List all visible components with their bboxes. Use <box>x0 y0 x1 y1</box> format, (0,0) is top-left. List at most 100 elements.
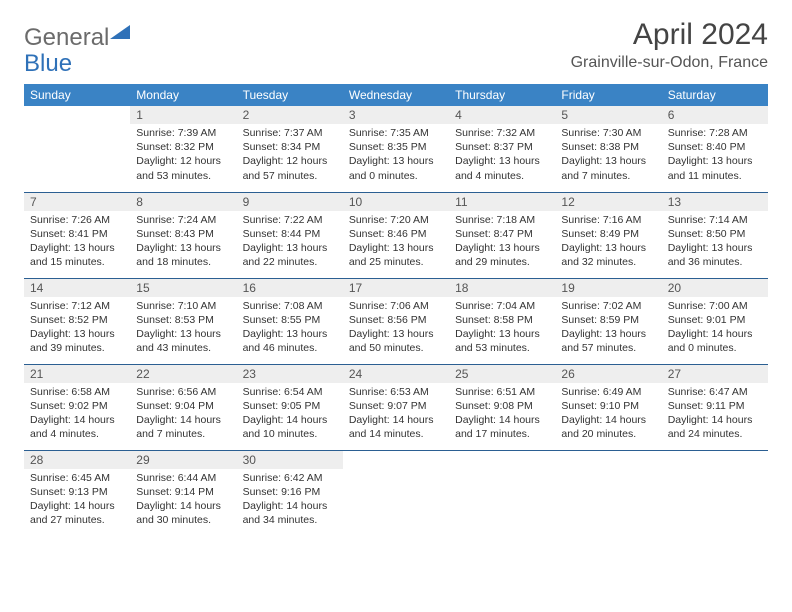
day-number: 12 <box>555 193 661 211</box>
day-details: Sunrise: 6:53 AMSunset: 9:07 PMDaylight:… <box>343 383 449 446</box>
page-title: April 2024 <box>571 18 768 52</box>
day-details: Sunrise: 7:04 AMSunset: 8:58 PMDaylight:… <box>449 297 555 360</box>
calendar-cell <box>662 450 768 536</box>
day-number: 21 <box>24 365 130 383</box>
calendar-cell: 28Sunrise: 6:45 AMSunset: 9:13 PMDayligh… <box>24 450 130 536</box>
day-number: 5 <box>555 106 661 124</box>
day-details: Sunrise: 7:22 AMSunset: 8:44 PMDaylight:… <box>237 211 343 274</box>
day-number: 13 <box>662 193 768 211</box>
day-number: 11 <box>449 193 555 211</box>
calendar-cell <box>24 106 130 192</box>
header: GeneralBlue April 2024 Grainville-sur-Od… <box>24 18 768 78</box>
col-header: Monday <box>130 84 236 106</box>
day-details: Sunrise: 7:12 AMSunset: 8:52 PMDaylight:… <box>24 297 130 360</box>
calendar-cell: 5Sunrise: 7:30 AMSunset: 8:38 PMDaylight… <box>555 106 661 192</box>
col-header: Tuesday <box>237 84 343 106</box>
day-number: 18 <box>449 279 555 297</box>
logo-text-blue: Blue <box>24 50 72 78</box>
calendar-cell: 27Sunrise: 6:47 AMSunset: 9:11 PMDayligh… <box>662 364 768 450</box>
day-number: 26 <box>555 365 661 383</box>
calendar-cell: 1Sunrise: 7:39 AMSunset: 8:32 PMDaylight… <box>130 106 236 192</box>
day-number: 20 <box>662 279 768 297</box>
day-details: Sunrise: 7:24 AMSunset: 8:43 PMDaylight:… <box>130 211 236 274</box>
day-number: 4 <box>449 106 555 124</box>
day-details: Sunrise: 7:26 AMSunset: 8:41 PMDaylight:… <box>24 211 130 274</box>
calendar-cell: 24Sunrise: 6:53 AMSunset: 9:07 PMDayligh… <box>343 364 449 450</box>
day-details: Sunrise: 7:32 AMSunset: 8:37 PMDaylight:… <box>449 124 555 187</box>
calendar-cell: 26Sunrise: 6:49 AMSunset: 9:10 PMDayligh… <box>555 364 661 450</box>
title-block: April 2024 Grainville-sur-Odon, France <box>571 18 768 72</box>
day-details: Sunrise: 7:18 AMSunset: 8:47 PMDaylight:… <box>449 211 555 274</box>
day-number: 16 <box>237 279 343 297</box>
calendar-cell: 30Sunrise: 6:42 AMSunset: 9:16 PMDayligh… <box>237 450 343 536</box>
day-number: 8 <box>130 193 236 211</box>
day-details: Sunrise: 7:20 AMSunset: 8:46 PMDaylight:… <box>343 211 449 274</box>
day-details: Sunrise: 6:44 AMSunset: 9:14 PMDaylight:… <box>130 469 236 532</box>
day-details: Sunrise: 7:28 AMSunset: 8:40 PMDaylight:… <box>662 124 768 187</box>
day-details: Sunrise: 6:54 AMSunset: 9:05 PMDaylight:… <box>237 383 343 446</box>
day-number: 9 <box>237 193 343 211</box>
calendar-cell: 18Sunrise: 7:04 AMSunset: 8:58 PMDayligh… <box>449 278 555 364</box>
calendar-cell: 15Sunrise: 7:10 AMSunset: 8:53 PMDayligh… <box>130 278 236 364</box>
calendar-cell: 17Sunrise: 7:06 AMSunset: 8:56 PMDayligh… <box>343 278 449 364</box>
day-details: Sunrise: 7:35 AMSunset: 8:35 PMDaylight:… <box>343 124 449 187</box>
day-details: Sunrise: 6:42 AMSunset: 9:16 PMDaylight:… <box>237 469 343 532</box>
calendar-cell: 22Sunrise: 6:56 AMSunset: 9:04 PMDayligh… <box>130 364 236 450</box>
calendar-cell: 11Sunrise: 7:18 AMSunset: 8:47 PMDayligh… <box>449 192 555 278</box>
col-header: Wednesday <box>343 84 449 106</box>
day-number: 27 <box>662 365 768 383</box>
day-details: Sunrise: 7:10 AMSunset: 8:53 PMDaylight:… <box>130 297 236 360</box>
calendar-cell: 8Sunrise: 7:24 AMSunset: 8:43 PMDaylight… <box>130 192 236 278</box>
day-number: 25 <box>449 365 555 383</box>
day-number: 24 <box>343 365 449 383</box>
day-details: Sunrise: 7:08 AMSunset: 8:55 PMDaylight:… <box>237 297 343 360</box>
day-number: 1 <box>130 106 236 124</box>
col-header: Saturday <box>662 84 768 106</box>
calendar-cell: 23Sunrise: 6:54 AMSunset: 9:05 PMDayligh… <box>237 364 343 450</box>
calendar-table: SundayMondayTuesdayWednesdayThursdayFrid… <box>24 84 768 536</box>
day-details: Sunrise: 7:02 AMSunset: 8:59 PMDaylight:… <box>555 297 661 360</box>
calendar-cell: 10Sunrise: 7:20 AMSunset: 8:46 PMDayligh… <box>343 192 449 278</box>
day-number: 19 <box>555 279 661 297</box>
day-number: 22 <box>130 365 236 383</box>
day-details: Sunrise: 7:06 AMSunset: 8:56 PMDaylight:… <box>343 297 449 360</box>
day-number: 15 <box>130 279 236 297</box>
logo-text-general: General <box>24 24 109 52</box>
calendar-cell: 21Sunrise: 6:58 AMSunset: 9:02 PMDayligh… <box>24 364 130 450</box>
day-number: 3 <box>343 106 449 124</box>
calendar-cell: 2Sunrise: 7:37 AMSunset: 8:34 PMDaylight… <box>237 106 343 192</box>
calendar-cell: 13Sunrise: 7:14 AMSunset: 8:50 PMDayligh… <box>662 192 768 278</box>
calendar-head: SundayMondayTuesdayWednesdayThursdayFrid… <box>24 84 768 106</box>
day-details: Sunrise: 7:39 AMSunset: 8:32 PMDaylight:… <box>130 124 236 187</box>
logo-triangle-icon <box>110 25 130 46</box>
logo: GeneralBlue <box>24 18 154 78</box>
col-header: Thursday <box>449 84 555 106</box>
day-number: 14 <box>24 279 130 297</box>
day-details: Sunrise: 7:30 AMSunset: 8:38 PMDaylight:… <box>555 124 661 187</box>
day-number: 10 <box>343 193 449 211</box>
day-details: Sunrise: 7:37 AMSunset: 8:34 PMDaylight:… <box>237 124 343 187</box>
calendar-cell: 14Sunrise: 7:12 AMSunset: 8:52 PMDayligh… <box>24 278 130 364</box>
day-details: Sunrise: 7:16 AMSunset: 8:49 PMDaylight:… <box>555 211 661 274</box>
calendar-cell: 7Sunrise: 7:26 AMSunset: 8:41 PMDaylight… <box>24 192 130 278</box>
day-details: Sunrise: 7:00 AMSunset: 9:01 PMDaylight:… <box>662 297 768 360</box>
day-number: 30 <box>237 451 343 469</box>
calendar-cell: 29Sunrise: 6:44 AMSunset: 9:14 PMDayligh… <box>130 450 236 536</box>
day-number: 7 <box>24 193 130 211</box>
day-details: Sunrise: 6:47 AMSunset: 9:11 PMDaylight:… <box>662 383 768 446</box>
day-details: Sunrise: 6:45 AMSunset: 9:13 PMDaylight:… <box>24 469 130 532</box>
day-number: 29 <box>130 451 236 469</box>
day-number: 23 <box>237 365 343 383</box>
calendar-cell: 3Sunrise: 7:35 AMSunset: 8:35 PMDaylight… <box>343 106 449 192</box>
day-number: 17 <box>343 279 449 297</box>
calendar-cell <box>343 450 449 536</box>
col-header: Sunday <box>24 84 130 106</box>
calendar-cell: 16Sunrise: 7:08 AMSunset: 8:55 PMDayligh… <box>237 278 343 364</box>
calendar-body: 1Sunrise: 7:39 AMSunset: 8:32 PMDaylight… <box>24 106 768 536</box>
day-number: 6 <box>662 106 768 124</box>
calendar-cell: 6Sunrise: 7:28 AMSunset: 8:40 PMDaylight… <box>662 106 768 192</box>
calendar-cell: 4Sunrise: 7:32 AMSunset: 8:37 PMDaylight… <box>449 106 555 192</box>
calendar-cell: 12Sunrise: 7:16 AMSunset: 8:49 PMDayligh… <box>555 192 661 278</box>
day-number: 2 <box>237 106 343 124</box>
calendar-cell: 19Sunrise: 7:02 AMSunset: 8:59 PMDayligh… <box>555 278 661 364</box>
